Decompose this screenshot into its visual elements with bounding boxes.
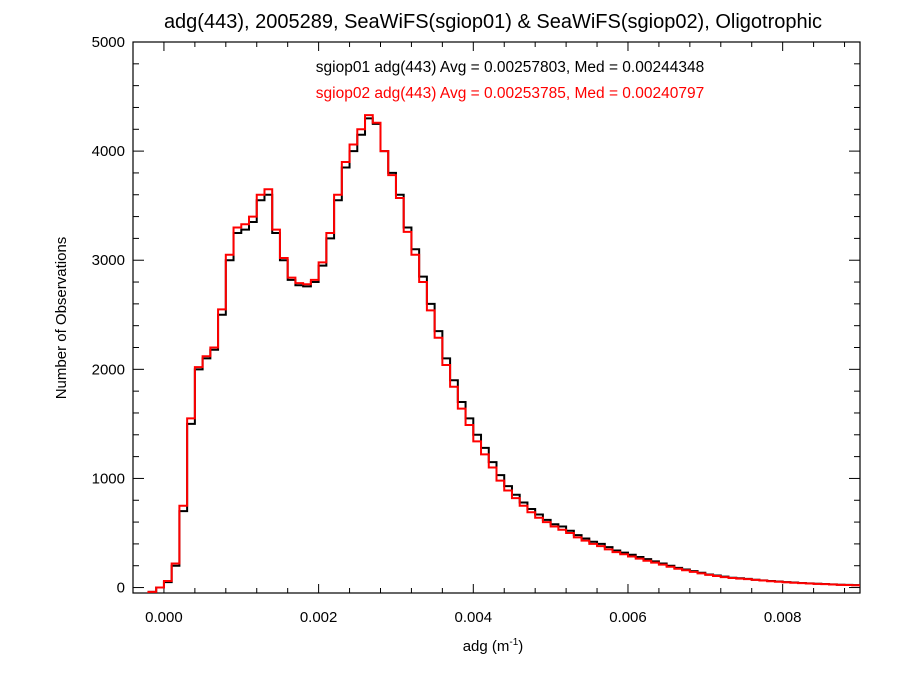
annotation-sgiop01: sgiop01 adg(443) Avg = 0.00257803, Med =… <box>316 59 704 76</box>
plot-area-frame <box>132 41 861 594</box>
y-tick-label: 2000 <box>92 361 125 378</box>
y-tick-label: 4000 <box>92 143 125 160</box>
x-axis-label-close: ) <box>518 638 523 655</box>
x-tick-label: 0.008 <box>764 609 802 626</box>
x-tick-label: 0.002 <box>300 609 338 626</box>
x-axis-label: adg (m-1) <box>463 637 524 655</box>
annotation-sgiop02: sgiop02 adg(443) Avg = 0.00253785, Med =… <box>316 85 704 102</box>
x-tick-label: 0.004 <box>455 609 493 626</box>
chart-title: adg(443), 2005289, SeaWiFS(sgiop01) & Se… <box>164 11 822 33</box>
y-tick-label: 0 <box>117 580 125 597</box>
axis-ticks: 0.000 0.002 0.004 0.006 0.008 0 1000 2000 3000 40… <box>92 34 860 626</box>
series-line-sgiop02 <box>147 114 860 593</box>
y-tick-label: 1000 <box>92 470 125 487</box>
series-line-sgiop01 <box>147 117 860 593</box>
x-tick-label: 0.006 <box>609 609 647 626</box>
y-tick-label: 3000 <box>92 252 125 269</box>
x-axis-label-main: adg (m <box>463 638 510 655</box>
x-tick-label: 0.000 <box>145 609 183 626</box>
y-tick-label: 5000 <box>92 34 125 51</box>
y-axis-label: Number of Observations <box>53 237 70 400</box>
x-axis-label-sup: -1 <box>509 637 518 648</box>
data-series <box>147 114 860 593</box>
